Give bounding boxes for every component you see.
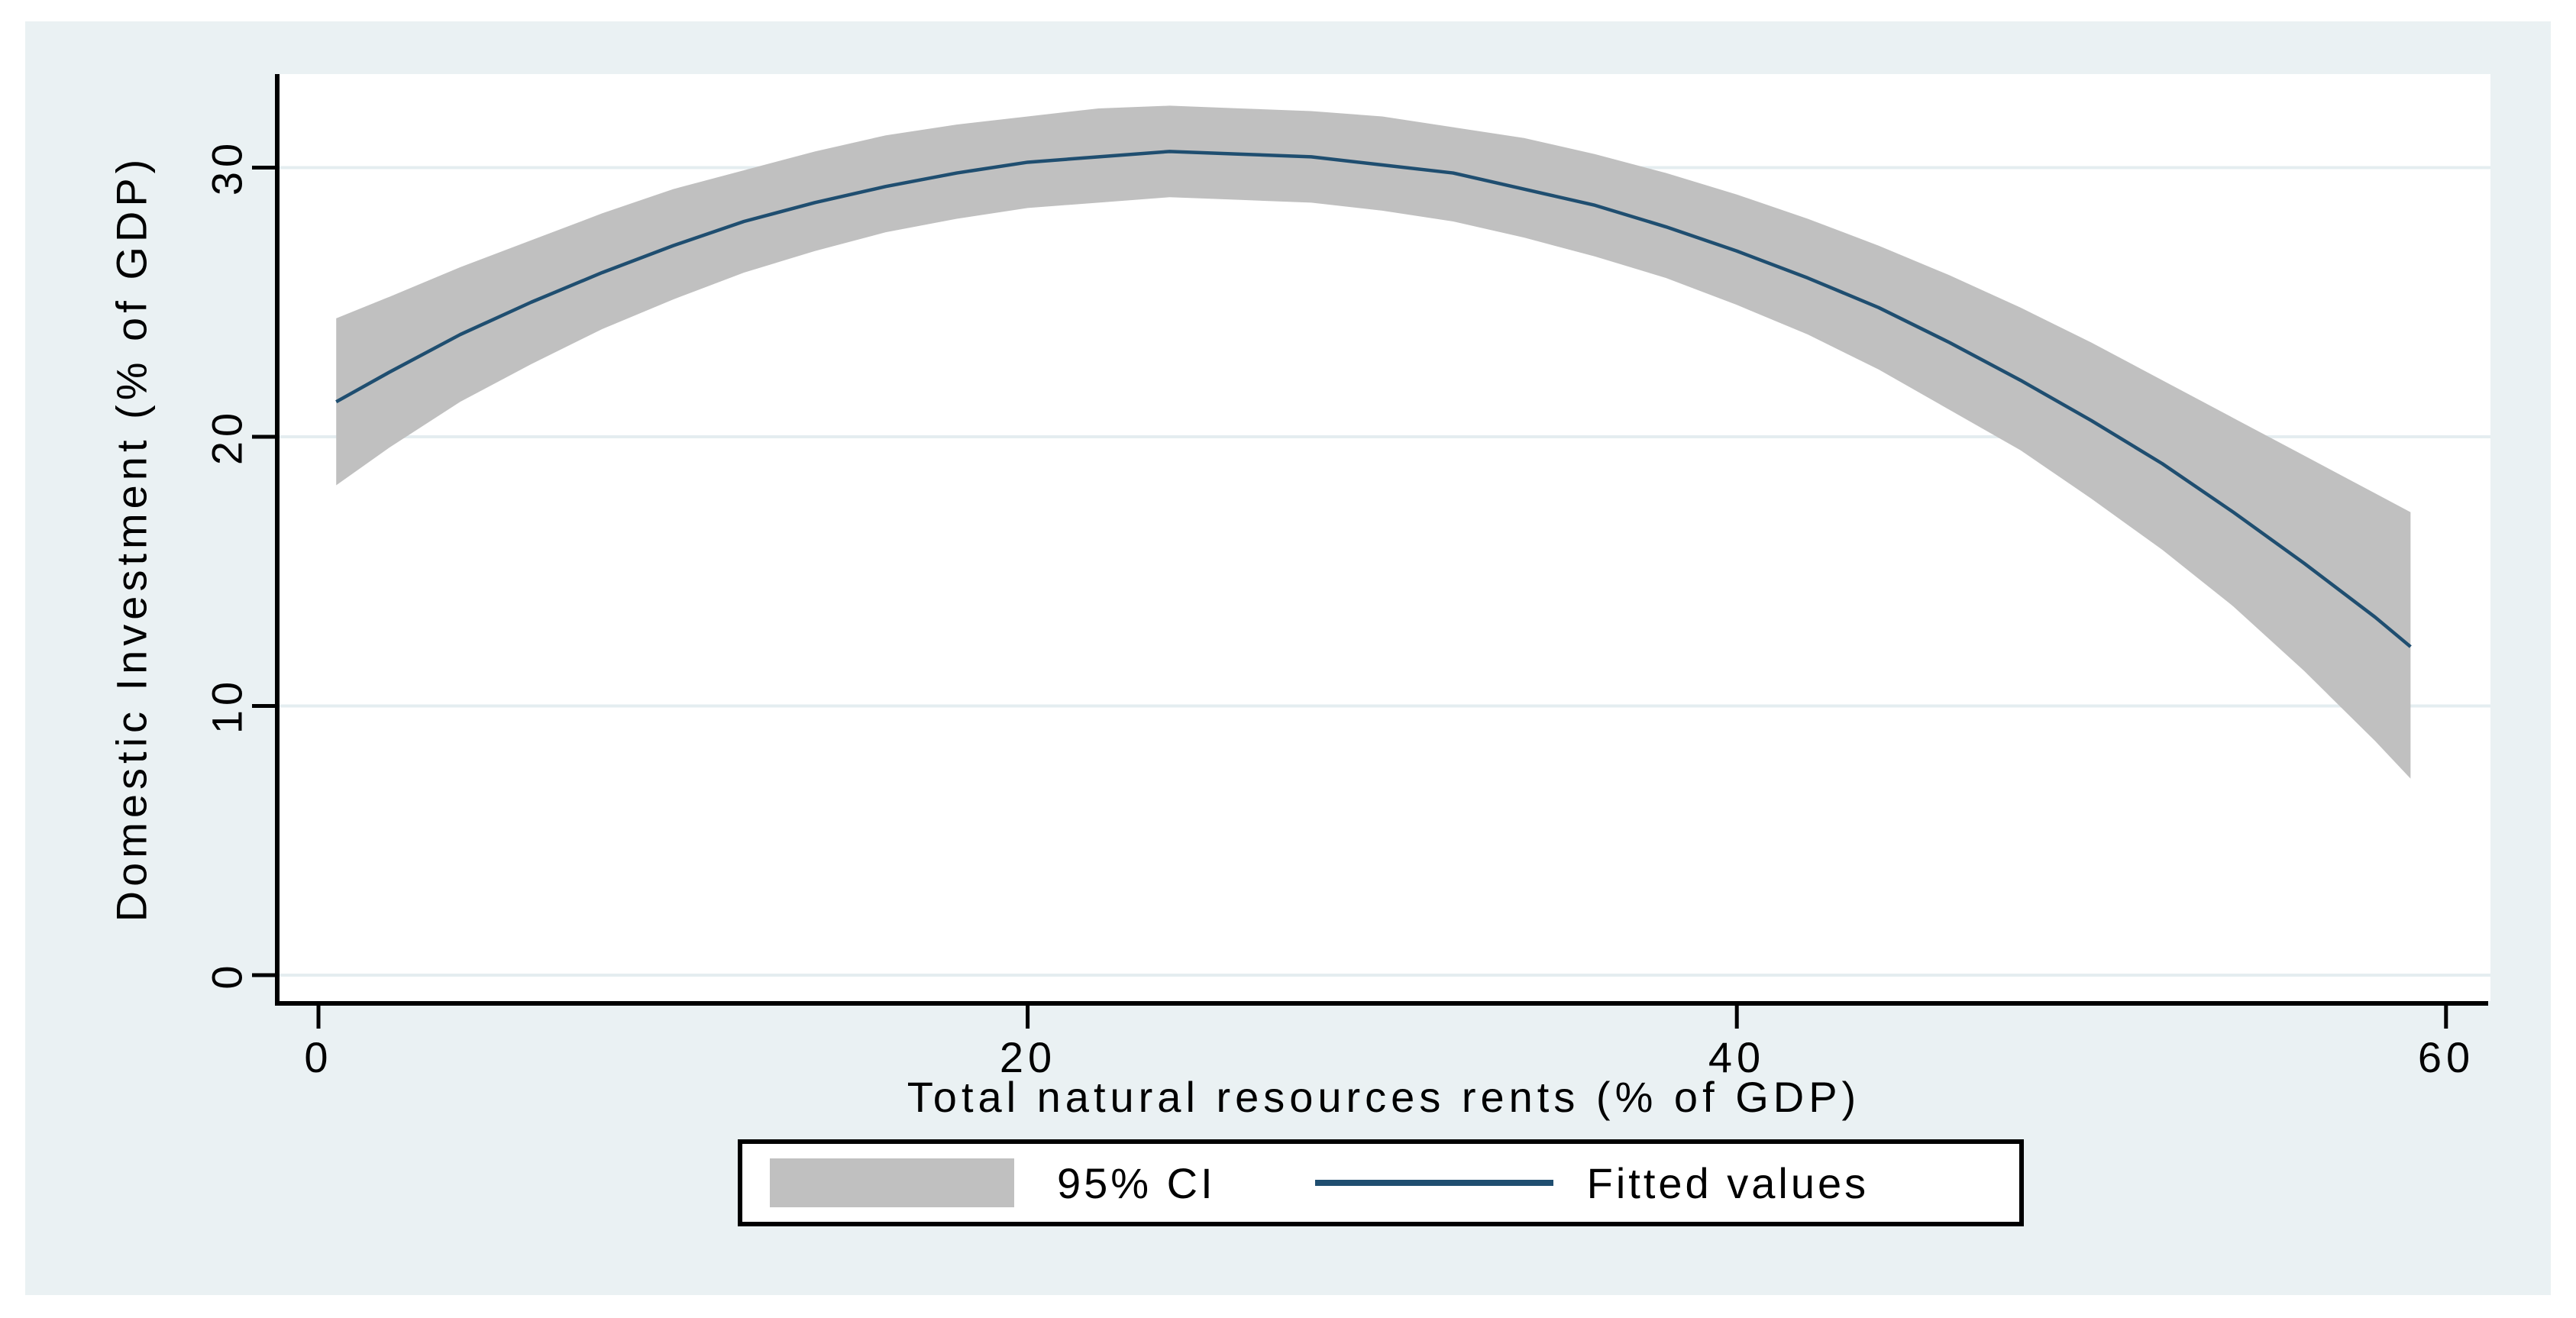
x-tick-label-40: 40 <box>1708 1033 1766 1081</box>
y-tick-label-10: 10 <box>202 677 251 735</box>
legend-ci-label: 95% CI <box>1057 1158 1216 1207</box>
y-tick-label-30: 30 <box>202 138 251 196</box>
x-tick-label-60: 60 <box>2417 1033 2475 1081</box>
legend-fitted-label: Fitted values <box>1586 1158 1870 1207</box>
x-tick-label-20: 20 <box>999 1033 1057 1081</box>
x-tick-label-0: 0 <box>304 1033 333 1081</box>
ci-band-swatch <box>770 1158 1014 1207</box>
y-axis-title: Domestic Investment (% of GDP) <box>107 154 156 922</box>
fitted-line <box>335 150 2412 648</box>
y-tick-label-0: 0 <box>202 961 251 990</box>
x-axis-title: Total natural resources rents (% of GDP) <box>907 1073 1861 1121</box>
fitted-line-sample <box>1314 1180 1553 1186</box>
y-tick-label-20: 20 <box>202 408 251 466</box>
legend: 95% CI Fitted values <box>738 1139 2024 1226</box>
ci-band <box>336 105 2411 779</box>
